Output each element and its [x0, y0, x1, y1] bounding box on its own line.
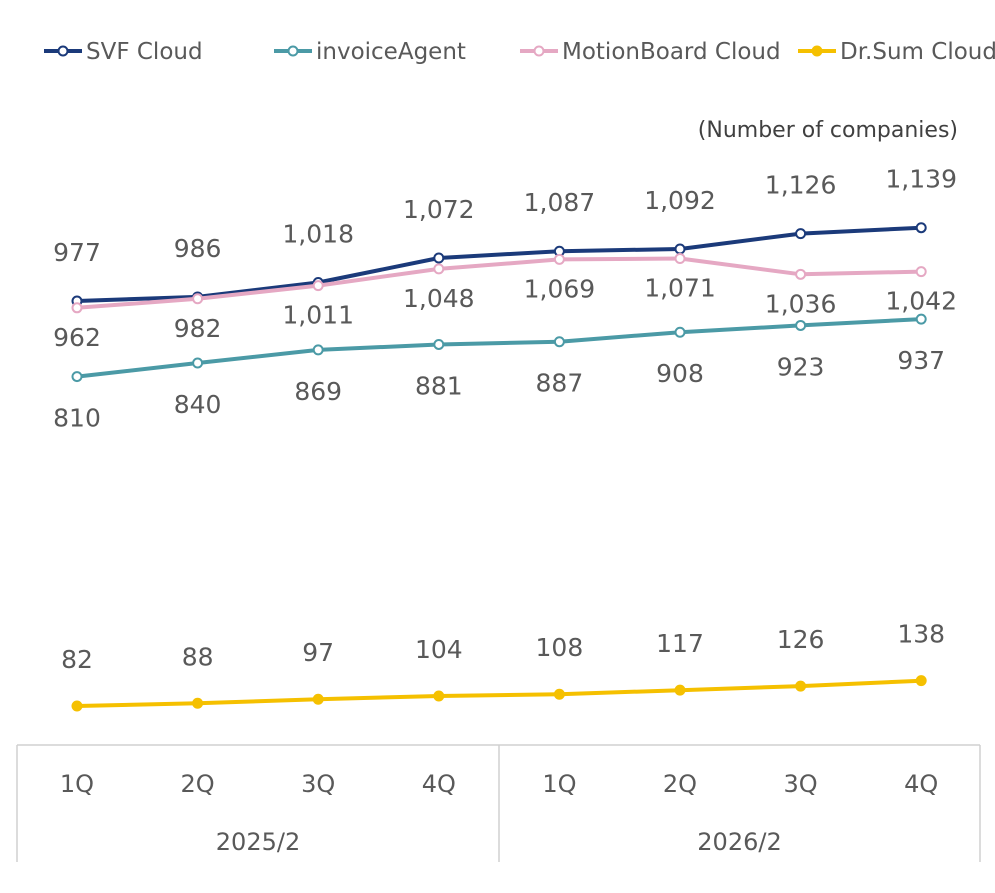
data-point [674, 252, 686, 264]
data-point [433, 263, 445, 275]
series-invoiceagent [71, 313, 927, 383]
labels-dr-sum-cloud: 82 88 97 104 108 117 126 138 [61, 620, 945, 674]
group-label: 2026/2 [697, 828, 781, 856]
data-point [192, 697, 204, 709]
series-line [76, 256, 922, 310]
data-point [312, 344, 324, 356]
legend-label: Dr.Sum Cloud [840, 39, 995, 65]
legend-swatch-marker [57, 45, 69, 57]
data-label: 88 [182, 642, 214, 671]
data-label: 117 [656, 629, 704, 658]
data-point [915, 222, 927, 234]
labels-invoiceagent: 810 840 869 881 887 908 923 937 [53, 346, 945, 432]
data-label: 1,072 [403, 195, 475, 224]
group-label: 2025/2 [216, 828, 300, 856]
data-label: 840 [174, 390, 222, 419]
data-point [312, 693, 324, 705]
legend-item-svf-cloud: SVF Cloud [44, 39, 203, 65]
data-label: 126 [777, 625, 825, 654]
data-point [433, 690, 445, 702]
tick-label: 4Q [422, 770, 456, 798]
data-label: 977 [53, 238, 101, 267]
data-label: 887 [536, 369, 584, 398]
data-label: 1,036 [765, 289, 837, 318]
labels-svf-cloud: 977 986 1,018 1,072 1,087 1,092 1,126 1,139 [53, 165, 957, 267]
data-point [71, 371, 83, 383]
labels-motionboard-cloud: 962 982 1,011 1,048 1,069 1,071 1,036 1,042 [53, 273, 957, 351]
legend-swatch-marker [287, 45, 299, 57]
legend-swatch-marker [811, 45, 823, 57]
data-point [795, 228, 807, 240]
unit-label: (Number of companies) [698, 118, 958, 143]
data-label: 1,071 [644, 273, 716, 302]
tick-label: 2Q [663, 770, 697, 798]
tick-label: 4Q [904, 770, 938, 798]
data-point [433, 252, 445, 264]
data-label: 1,139 [885, 165, 957, 194]
category-axis: 1Q 2Q 3Q 4Q 1Q 2Q 3Q 4Q 2025/2 2026/2 [16, 744, 981, 862]
data-point [674, 684, 686, 696]
data-label: 923 [777, 352, 825, 381]
data-point [674, 326, 686, 338]
legend-label: invoiceAgent [316, 39, 466, 65]
tick-label: 2Q [181, 770, 215, 798]
data-point [192, 293, 204, 305]
data-label: 986 [174, 234, 222, 263]
data-point [553, 253, 565, 265]
legend-item-dr-sum-cloud: Dr.Sum Cloud [798, 39, 995, 65]
data-label: 1,069 [524, 274, 596, 303]
series-motionboard-cloud [71, 252, 927, 314]
series-line [76, 225, 922, 303]
legend-item-invoiceagent: invoiceAgent [274, 39, 466, 65]
tick-label: 1Q [60, 770, 94, 798]
data-label: 104 [415, 635, 463, 664]
data-point [674, 243, 686, 255]
data-point [795, 268, 807, 280]
data-label: 1,048 [403, 284, 475, 313]
data-label: 1,042 [885, 287, 957, 316]
data-point [433, 338, 445, 350]
tick-label: 3Q [784, 770, 818, 798]
data-label: 97 [302, 638, 334, 667]
data-label: 881 [415, 371, 463, 400]
data-label: 1,018 [282, 219, 354, 248]
data-label: 138 [897, 620, 945, 649]
data-label: 908 [656, 359, 704, 388]
data-label: 1,087 [524, 188, 596, 217]
data-point [553, 688, 565, 700]
tick-label: 3Q [301, 770, 335, 798]
legend-label: MotionBoard Cloud [562, 39, 781, 65]
data-label: 869 [294, 377, 342, 406]
series-lines [71, 222, 927, 712]
data-point [795, 680, 807, 692]
data-point [795, 319, 807, 331]
series-line [76, 678, 922, 708]
data-label: 937 [897, 346, 945, 375]
data-point [915, 266, 927, 278]
data-label: 108 [536, 633, 584, 662]
data-label: 810 [53, 404, 101, 433]
data-label: 962 [53, 323, 101, 352]
data-point [553, 336, 565, 348]
series-dr-sum-cloud [71, 675, 927, 712]
legend-label: SVF Cloud [86, 39, 203, 65]
data-point [915, 313, 927, 325]
data-label: 82 [61, 645, 93, 674]
tick-label: 1Q [542, 770, 576, 798]
series-line [76, 317, 922, 379]
data-point [915, 675, 927, 687]
data-point [71, 302, 83, 314]
legend-item-motionboard-cloud: MotionBoard Cloud [520, 39, 781, 65]
data-label: 1,126 [765, 171, 837, 200]
data-label: 1,011 [282, 301, 354, 330]
legend-swatch-marker [533, 45, 545, 57]
data-label: 1,092 [644, 186, 716, 215]
data-label: 982 [174, 314, 222, 343]
data-point [192, 357, 204, 369]
data-point [312, 280, 324, 292]
data-point [71, 700, 83, 712]
legend: SVF Cloud invoiceAgent MotionBoard Cloud Dr… [44, 39, 995, 65]
